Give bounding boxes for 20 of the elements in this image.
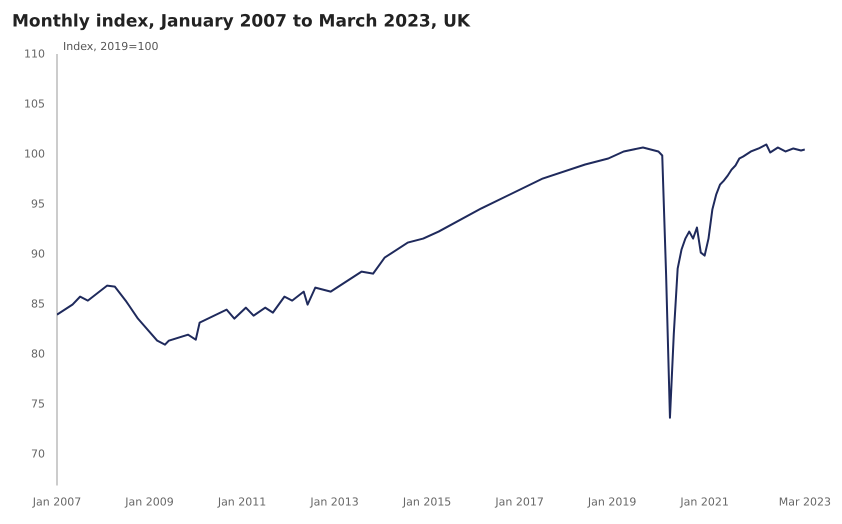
x-tick-label: Jan 2013 <box>309 495 359 508</box>
y-tick-label: 75 <box>30 398 45 411</box>
x-tick-label: Jan 2007 <box>32 495 82 508</box>
x-tick-label: Jan 2021 <box>679 495 729 508</box>
x-tick-label: Mar 2023 <box>778 495 832 508</box>
y-tick-label: 110 <box>24 47 45 60</box>
y-tick-label: 90 <box>30 247 45 260</box>
y-tick-label: 85 <box>30 297 45 310</box>
x-tick-label: Jan 2017 <box>494 495 544 508</box>
x-tick-label: Jan 2009 <box>124 495 174 508</box>
y-tick-label: 100 <box>24 147 45 160</box>
y-axis-title: Index, 2019=100 <box>62 40 158 53</box>
y-tick-label: 70 <box>30 448 45 461</box>
y-tick-label: 80 <box>30 348 45 361</box>
y-tick-label: 95 <box>30 197 45 210</box>
y-tick-label: 105 <box>24 97 45 110</box>
chart-title: Monthly index, January 2007 to March 2023, UK <box>12 12 471 32</box>
x-tick-label: Jan 2019 <box>586 495 636 508</box>
x-tick-label: Jan 2011 <box>216 495 266 508</box>
x-tick-label: Jan 2015 <box>402 495 452 508</box>
